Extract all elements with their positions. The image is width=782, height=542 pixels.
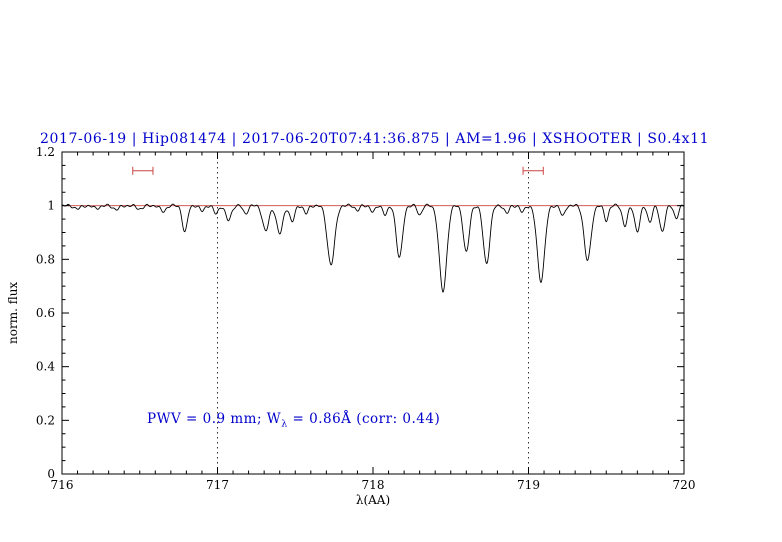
y-tick-label: 1.2	[36, 145, 55, 159]
annotation-pre: PWV = 0.9 mm; W	[147, 411, 282, 427]
y-axis-label: norm. flux	[6, 281, 20, 345]
x-tick-label: 716	[51, 478, 74, 492]
y-tick-label: 1	[47, 199, 55, 213]
x-tick-label: 717	[206, 478, 229, 492]
y-tick-label: 0.6	[36, 306, 55, 320]
x-tick-label: 718	[362, 478, 385, 492]
x-tick-label: 720	[673, 478, 696, 492]
plot-title: 2017-06-19 | Hip081474 | 2017-06-20T07:4…	[40, 131, 710, 147]
y-tick-label: 0	[47, 467, 55, 481]
x-axis-label: λ(AA)	[355, 493, 391, 507]
y-tick-label: 0.4	[36, 360, 55, 374]
spectrum-line	[61, 203, 685, 293]
annotation-lambda-subscript: λ	[281, 418, 288, 430]
y-tick-label: 0.2	[36, 413, 55, 427]
pwv-annotation: PWV = 0.9 mm; Wλ = 0.86Å (corr: 0.44)	[147, 411, 440, 430]
y-tick-label: 0.8	[36, 252, 55, 266]
annotation-post: = 0.86Å (corr: 0.44)	[287, 411, 441, 427]
x-tick-label: 719	[517, 478, 540, 492]
